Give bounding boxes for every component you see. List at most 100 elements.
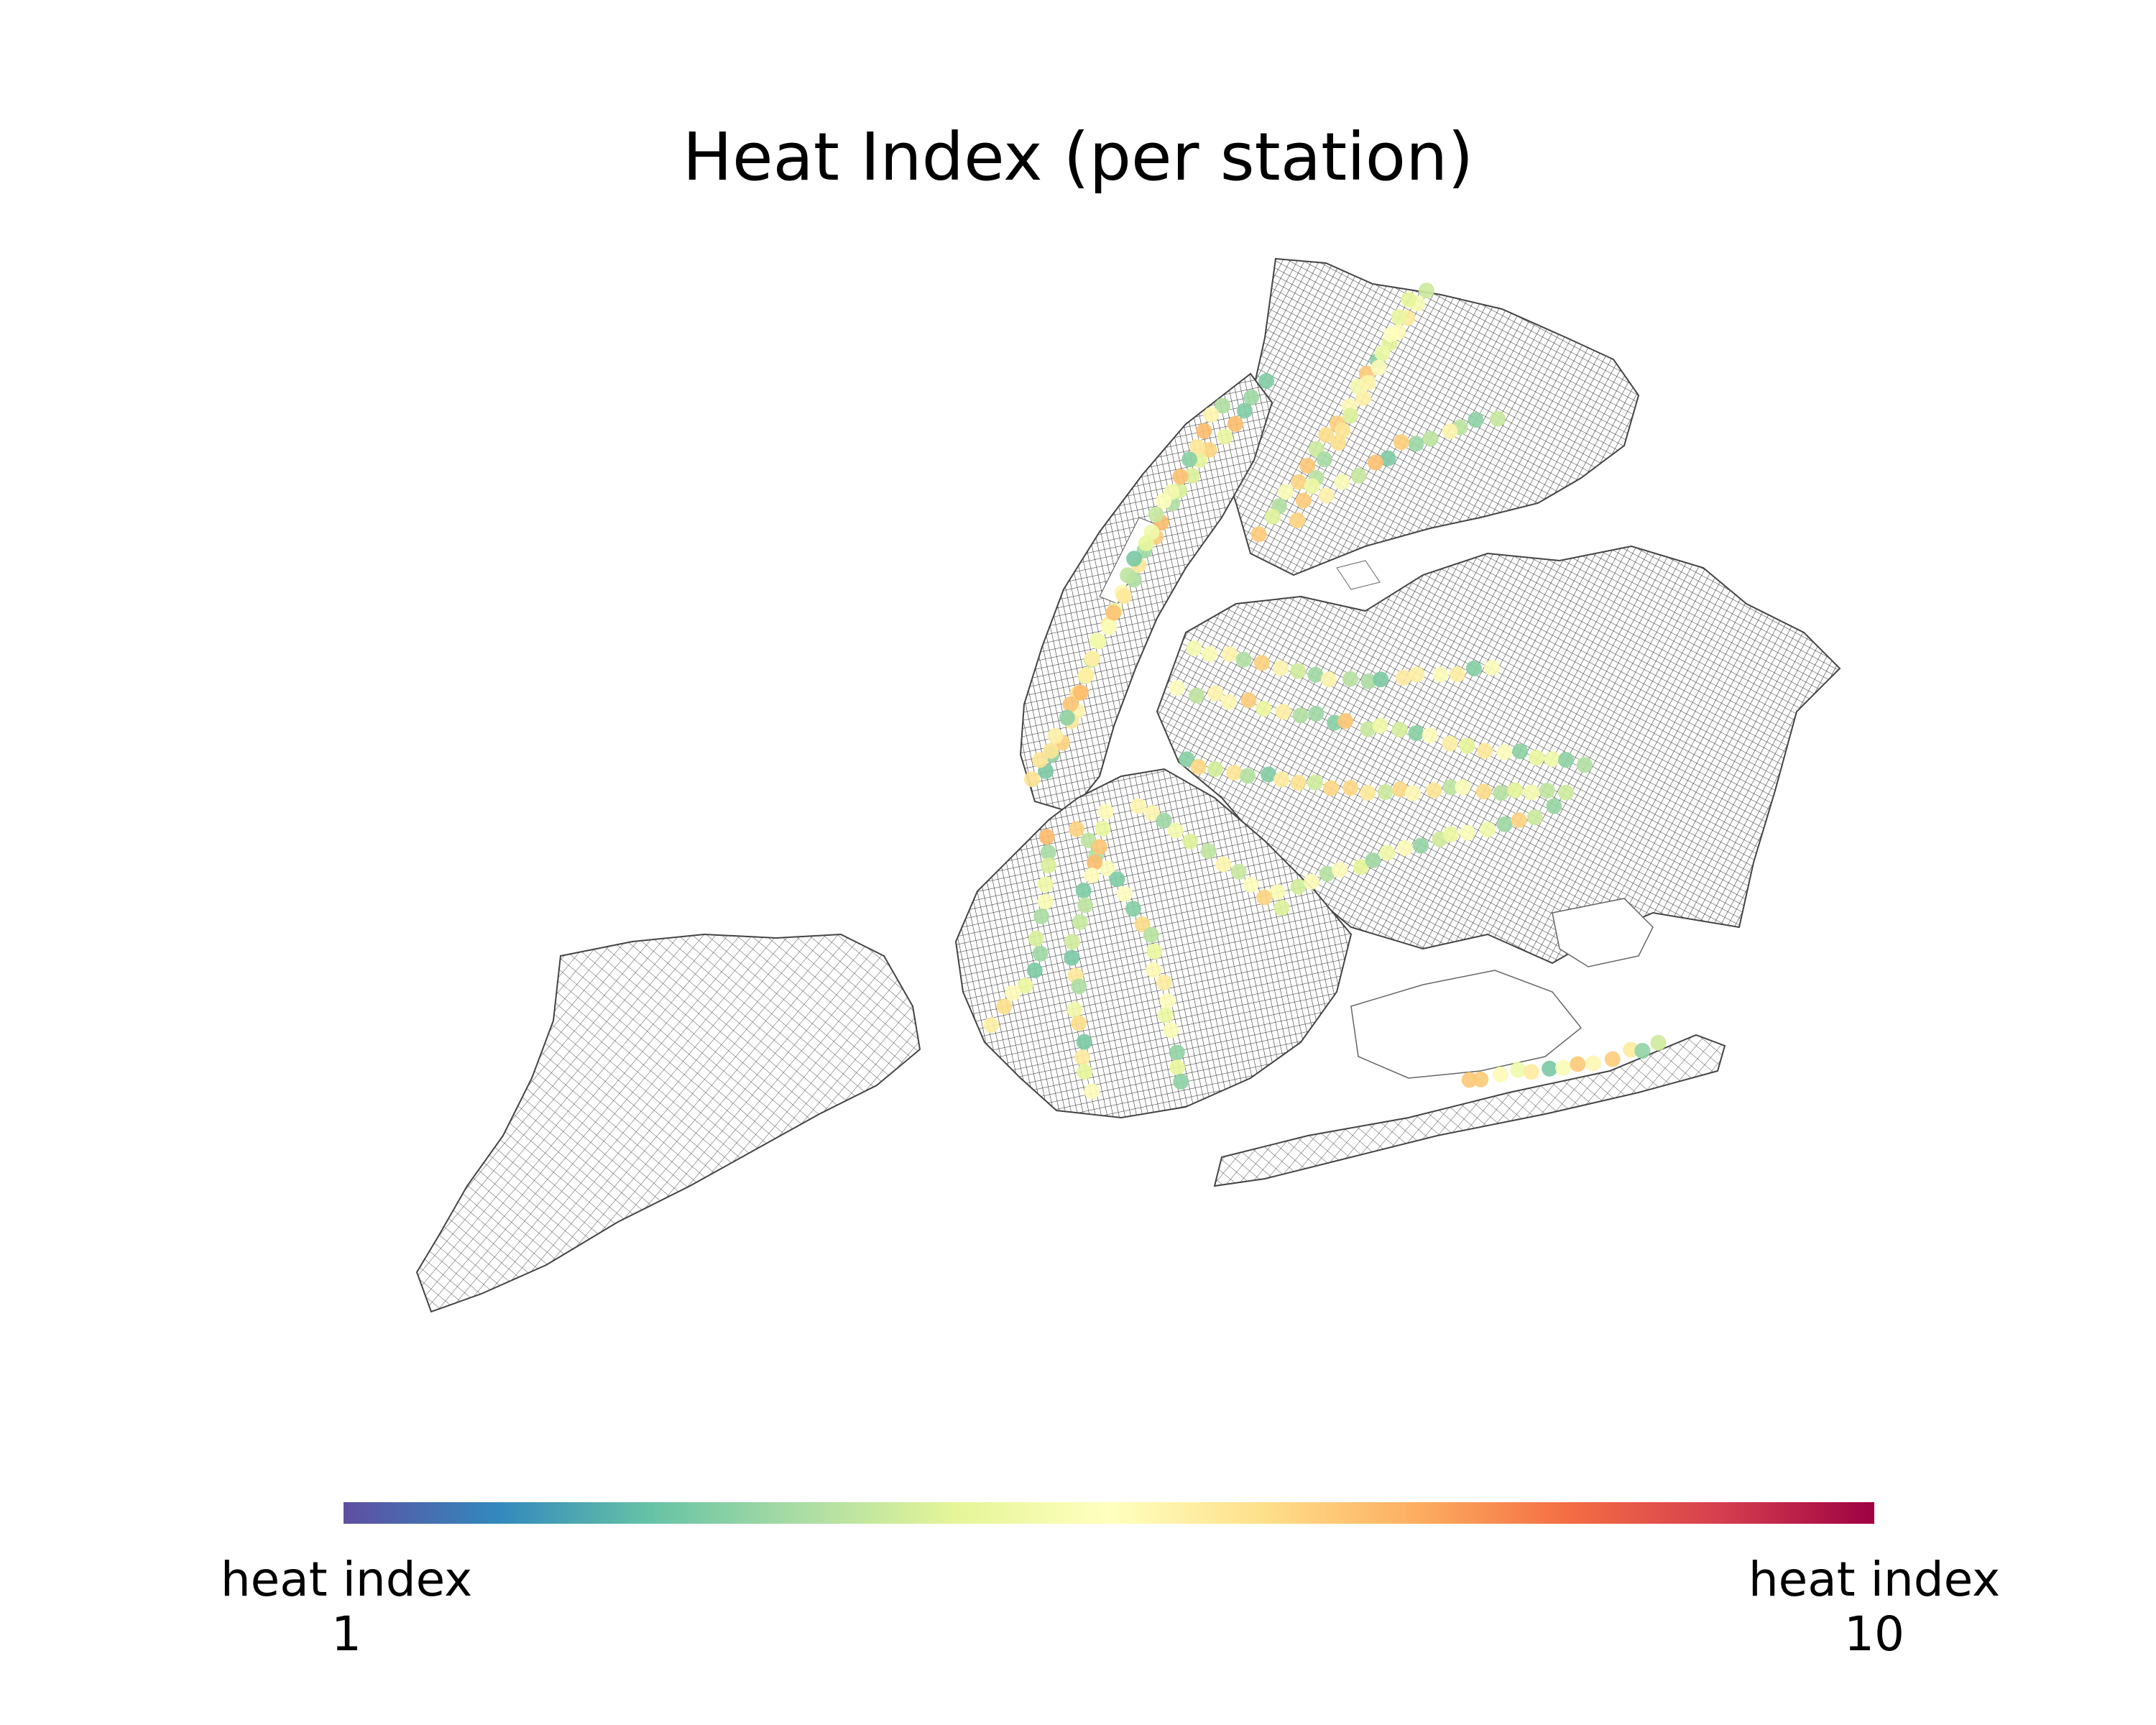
station-marker xyxy=(1496,744,1513,760)
station-marker xyxy=(1158,1007,1174,1024)
station-marker xyxy=(1181,451,1197,468)
station-marker xyxy=(1200,843,1217,860)
station-marker xyxy=(1650,1034,1667,1051)
flushing-bay xyxy=(1336,560,1381,590)
station-marker xyxy=(1391,309,1407,326)
station-marker xyxy=(1277,484,1294,500)
station-marker xyxy=(1143,926,1159,943)
station-marker xyxy=(1235,651,1252,668)
station-marker xyxy=(1374,345,1391,362)
station-marker xyxy=(1116,588,1133,604)
station-marker xyxy=(1071,1015,1087,1031)
station-marker xyxy=(1156,975,1172,991)
station-marker xyxy=(1307,666,1324,683)
station-marker xyxy=(1393,434,1409,450)
station-marker xyxy=(1273,660,1289,676)
station-marker xyxy=(1072,914,1088,930)
station-marker xyxy=(1240,692,1257,709)
station-marker xyxy=(1167,822,1184,839)
station-marker xyxy=(1542,1060,1558,1077)
station-marker xyxy=(1033,908,1050,924)
station-marker xyxy=(1172,469,1189,485)
station-marker xyxy=(1473,1071,1489,1087)
station-marker xyxy=(1323,780,1340,796)
station-marker xyxy=(1134,916,1151,933)
station-marker xyxy=(1227,415,1243,432)
station-marker xyxy=(1432,666,1449,683)
station-marker xyxy=(1353,859,1369,875)
station-marker xyxy=(1355,390,1371,406)
station-marker xyxy=(1511,812,1527,829)
station-marker xyxy=(1307,774,1323,791)
station-marker xyxy=(1159,993,1176,1009)
station-marker xyxy=(1539,783,1555,799)
station-marker xyxy=(1334,474,1350,490)
station-marker xyxy=(1289,512,1306,528)
station-marker xyxy=(1037,893,1054,910)
station-marker xyxy=(1396,840,1413,856)
station-marker xyxy=(1290,663,1307,679)
station-marker xyxy=(1264,508,1281,525)
station-marker xyxy=(1125,901,1141,917)
jamaica-bay xyxy=(1350,970,1583,1079)
station-marker xyxy=(1026,962,1043,979)
station-marker xyxy=(1028,930,1044,947)
station-marker xyxy=(1077,897,1094,914)
station-marker xyxy=(1304,478,1320,494)
station-marker xyxy=(1038,829,1055,845)
station-marker xyxy=(1316,451,1332,468)
station-marker xyxy=(1335,422,1351,438)
station-marker xyxy=(1408,725,1424,742)
station-marker xyxy=(1342,671,1358,687)
jfk-airport xyxy=(1552,898,1654,967)
station-marker xyxy=(1243,389,1260,405)
station-marker xyxy=(1442,735,1458,752)
station-marker xyxy=(1304,873,1319,890)
station-marker xyxy=(1253,655,1270,671)
station-marker xyxy=(1459,737,1475,754)
station-marker xyxy=(1258,373,1275,389)
station-marker xyxy=(1184,467,1200,484)
station-marker xyxy=(1290,878,1307,895)
station-marker xyxy=(1422,431,1439,447)
station-marker xyxy=(1101,619,1117,635)
station-marker xyxy=(1043,742,1059,759)
colorbar-max-label: heat index 10 xyxy=(1695,1552,2054,1662)
station-marker xyxy=(1321,671,1337,688)
station-marker xyxy=(1097,804,1114,820)
station-marker xyxy=(1207,685,1224,702)
station-marker xyxy=(1342,408,1358,424)
station-marker xyxy=(1291,474,1307,490)
station-marker xyxy=(1250,526,1267,543)
station-marker xyxy=(1256,701,1272,717)
station-marker xyxy=(1120,567,1136,584)
station-marker xyxy=(1037,876,1054,893)
colorbar-min-title: heat index xyxy=(220,1552,473,1607)
station-marker xyxy=(1373,671,1389,688)
station-marker xyxy=(1493,785,1509,801)
station-marker xyxy=(1186,640,1202,657)
station-marker xyxy=(1290,775,1307,791)
station-marker xyxy=(1524,784,1540,801)
station-marker xyxy=(1109,871,1125,888)
station-marker xyxy=(1076,1034,1092,1050)
station-marker xyxy=(1189,438,1206,455)
station-marker xyxy=(1442,826,1459,842)
map-title: Heat Index (per station) xyxy=(682,119,1474,196)
station-marker xyxy=(1130,798,1146,814)
station-marker xyxy=(1634,1043,1651,1059)
station-marker xyxy=(1461,1072,1478,1088)
station-marker xyxy=(1105,604,1122,621)
station-marker xyxy=(1092,839,1108,855)
station-marker xyxy=(1490,410,1506,427)
station-marker xyxy=(1087,855,1102,870)
station-marker xyxy=(1215,856,1232,873)
station-marker xyxy=(1330,435,1347,451)
station-marker xyxy=(1217,428,1233,445)
station-marker xyxy=(1449,666,1465,682)
station-marker xyxy=(1017,978,1033,994)
station-marker xyxy=(1466,661,1482,676)
station-marker xyxy=(1236,402,1253,419)
station-marker xyxy=(1202,646,1218,662)
station-marker xyxy=(1442,779,1459,796)
